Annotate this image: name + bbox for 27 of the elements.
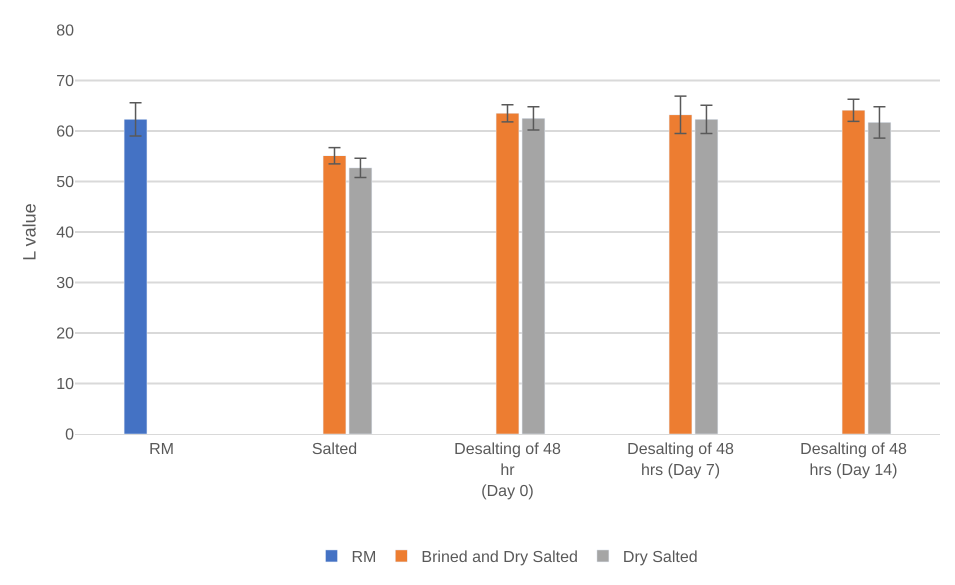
- y-tick-label: 0: [65, 426, 74, 444]
- x-tick-label: Desalting of 48 hr (Day 0): [454, 441, 561, 500]
- legend-label: Brined and Dry Salted: [421, 549, 578, 566]
- y-tick-label: 20: [56, 326, 74, 343]
- bar: [842, 110, 866, 434]
- y-tick-label: 40: [56, 224, 74, 242]
- y-axis-title: L value: [19, 203, 40, 261]
- bar: [694, 119, 718, 434]
- x-tick-label: Salted: [312, 441, 358, 458]
- bar: [322, 156, 346, 434]
- y-tick-label: 80: [56, 22, 74, 40]
- bar: [348, 168, 372, 434]
- y-tick-label: 10: [56, 376, 74, 394]
- y-tick-label: 70: [56, 73, 74, 90]
- y-tick-label: 30: [56, 275, 74, 292]
- bar: [124, 119, 148, 434]
- x-tick-label: Desalting of 48 hrs (Day 7): [627, 441, 734, 479]
- legend-label: Dry Salted: [622, 549, 698, 566]
- bar: [868, 122, 892, 434]
- y-tick-label: 60: [56, 124, 74, 141]
- legend-label: RM: [352, 549, 376, 566]
- y-tick-label: 50: [56, 174, 74, 192]
- bar: [496, 113, 520, 434]
- bar: [668, 114, 692, 434]
- x-tick-label: RM: [149, 441, 174, 458]
- bar: [522, 118, 546, 434]
- x-tick-label: Desalting of 48 hrs (Day 14): [800, 441, 907, 479]
